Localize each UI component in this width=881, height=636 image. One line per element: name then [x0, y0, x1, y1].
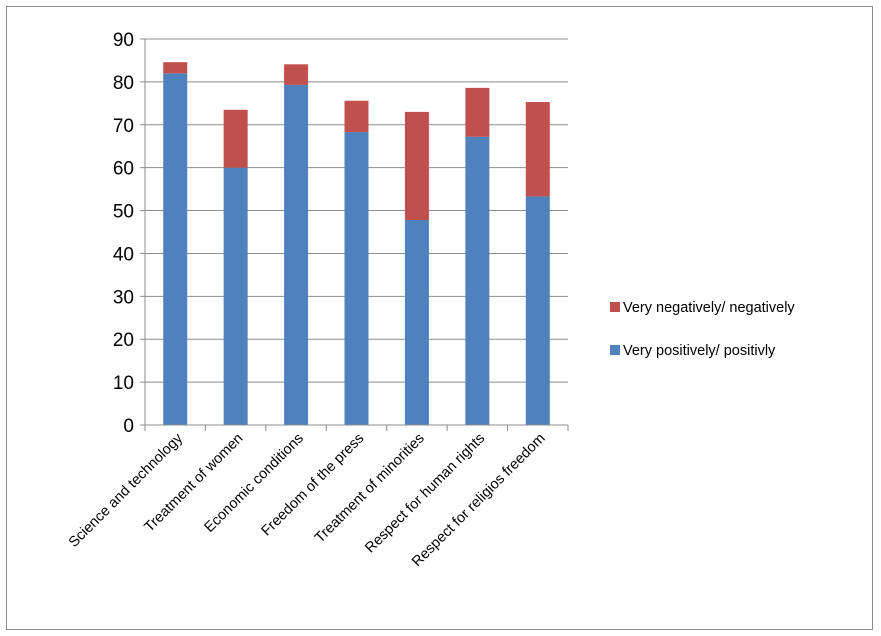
- bars: [163, 62, 550, 426]
- bar-negative-3: [344, 100, 369, 133]
- bar-negative-4: [404, 111, 429, 220]
- y-tick-label: 0: [123, 416, 134, 437]
- y-tick-label: 20: [113, 330, 134, 351]
- y-tick-label: 70: [113, 116, 134, 137]
- bar-positive-6: [525, 196, 550, 425]
- x-category-label: Freedom of the press: [259, 431, 368, 540]
- y-tick-label: 40: [113, 244, 134, 265]
- bar-positive-4: [404, 219, 429, 425]
- y-tick-label: 90: [113, 30, 134, 51]
- x-category-label: Respect for human rights: [362, 431, 488, 557]
- legend-label: Very positively/ positivly: [623, 343, 776, 359]
- legend: Very negatively/ negatively Very positive…: [610, 300, 795, 359]
- bar-positive-1: [223, 167, 248, 425]
- legend-label: Very negatively/ negatively: [623, 300, 795, 316]
- y-tick-label: 50: [113, 202, 134, 223]
- bar-positive-0: [163, 73, 188, 426]
- bar-negative-2: [284, 64, 309, 85]
- bar-positive-3: [344, 132, 369, 425]
- y-tick-label: 10: [113, 373, 134, 394]
- y-tick-label: 80: [113, 73, 134, 94]
- chart-frame: [6, 6, 873, 630]
- bar-positive-5: [465, 136, 490, 425]
- axes: [140, 38, 569, 431]
- legend-swatch: [610, 302, 620, 312]
- legend-swatch: [610, 345, 620, 355]
- x-category-label: Science and technology: [66, 430, 187, 551]
- bar-negative-6: [525, 102, 550, 197]
- y-tick-labels: 0 10 20 30 40 50 60 70 80 90: [113, 30, 134, 437]
- bar-negative-5: [465, 87, 490, 137]
- x-category-label: Respect for religios freedom: [409, 431, 549, 571]
- y-tick-label: 30: [113, 287, 134, 308]
- y-tick-label: 60: [113, 159, 134, 180]
- x-category-label: Economic conditions: [202, 431, 307, 536]
- bar-negative-1: [223, 109, 248, 168]
- bar-negative-0: [163, 62, 188, 74]
- bar-positive-2: [284, 84, 309, 425]
- x-category-label: Treatment of women: [142, 431, 247, 536]
- x-category-label: Treatment of minorities: [312, 431, 428, 547]
